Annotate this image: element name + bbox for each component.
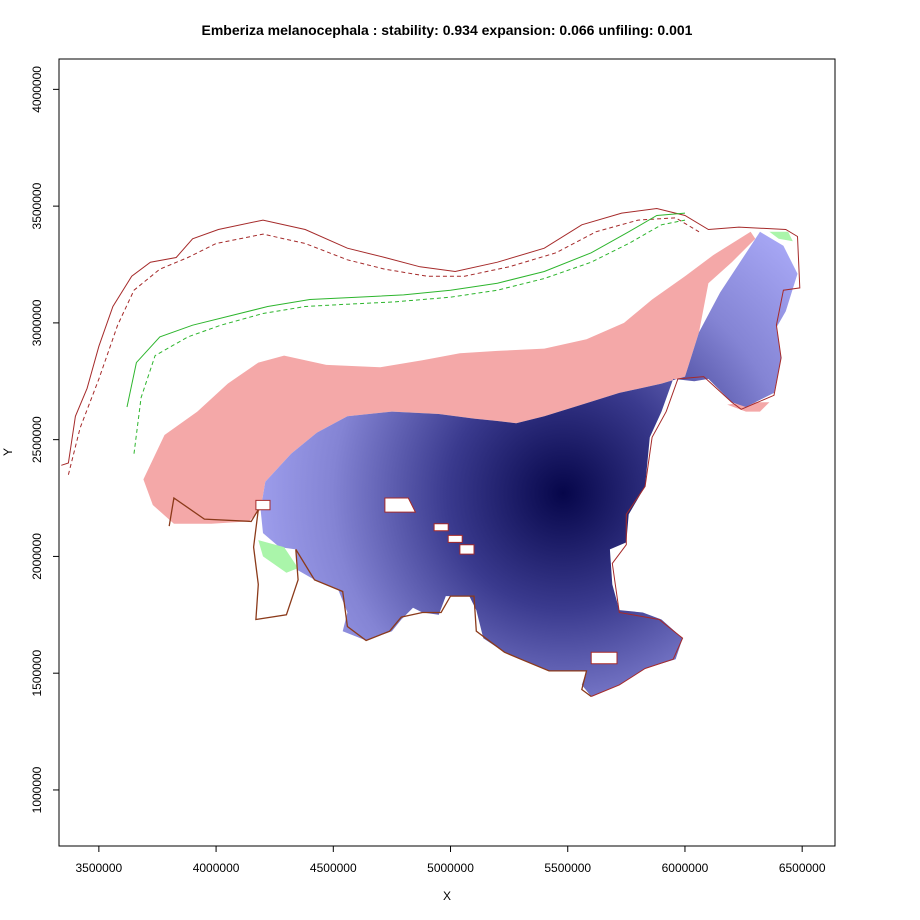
x-tick-label: 5000000: [427, 861, 474, 875]
expansion-region-east: [727, 402, 770, 412]
x-tick-label: 6500000: [779, 861, 826, 875]
stability-region: [260, 231, 798, 697]
x-axis: 3500000 4000000 4500000 5000000 5500000 60000…: [75, 845, 826, 875]
native-envelope-dashed-line: [133, 219, 686, 454]
region-hole: [447, 534, 463, 543]
y-tick-label: 1000000: [30, 766, 44, 813]
region-hole: [255, 499, 271, 511]
x-tick-label: 4500000: [310, 861, 357, 875]
region-hole: [384, 497, 417, 513]
y-tick-label: 1500000: [30, 650, 44, 697]
y-tick-label: 4000000: [30, 66, 44, 113]
contour-lines: [61, 207, 801, 698]
x-axis-label: X: [443, 889, 451, 903]
chart-title: Emberiza melanocephala : stability: 0.93…: [202, 22, 693, 38]
region-hole: [459, 544, 475, 555]
region-hole: [433, 523, 449, 532]
region-hole: [590, 651, 618, 665]
x-tick-label: 6000000: [662, 861, 709, 875]
invaded-envelope-line: [61, 207, 801, 697]
region-holes: [255, 497, 618, 665]
y-axis: 1000000 1500000 2000000 2500000 3000000 35000…: [30, 66, 60, 813]
y-tick-label: 3000000: [30, 299, 44, 346]
y-tick-label: 2500000: [30, 416, 44, 463]
y-tick-label: 2000000: [30, 533, 44, 580]
inner-border-line: [168, 496, 592, 698]
x-tick-label: 5500000: [544, 861, 591, 875]
x-tick-label: 3500000: [75, 861, 122, 875]
unfilling-region: [258, 540, 299, 573]
invaded-envelope-dashed-line: [67, 217, 700, 475]
unfilling-region-ne: [769, 231, 793, 242]
expansion-region: [143, 231, 756, 524]
plot-area: [61, 207, 801, 698]
y-axis-label: Y: [1, 448, 15, 456]
native-envelope-line: [126, 212, 686, 408]
x-tick-label: 4000000: [193, 861, 240, 875]
niche-regions: [143, 231, 798, 697]
y-tick-label: 3500000: [30, 182, 44, 229]
